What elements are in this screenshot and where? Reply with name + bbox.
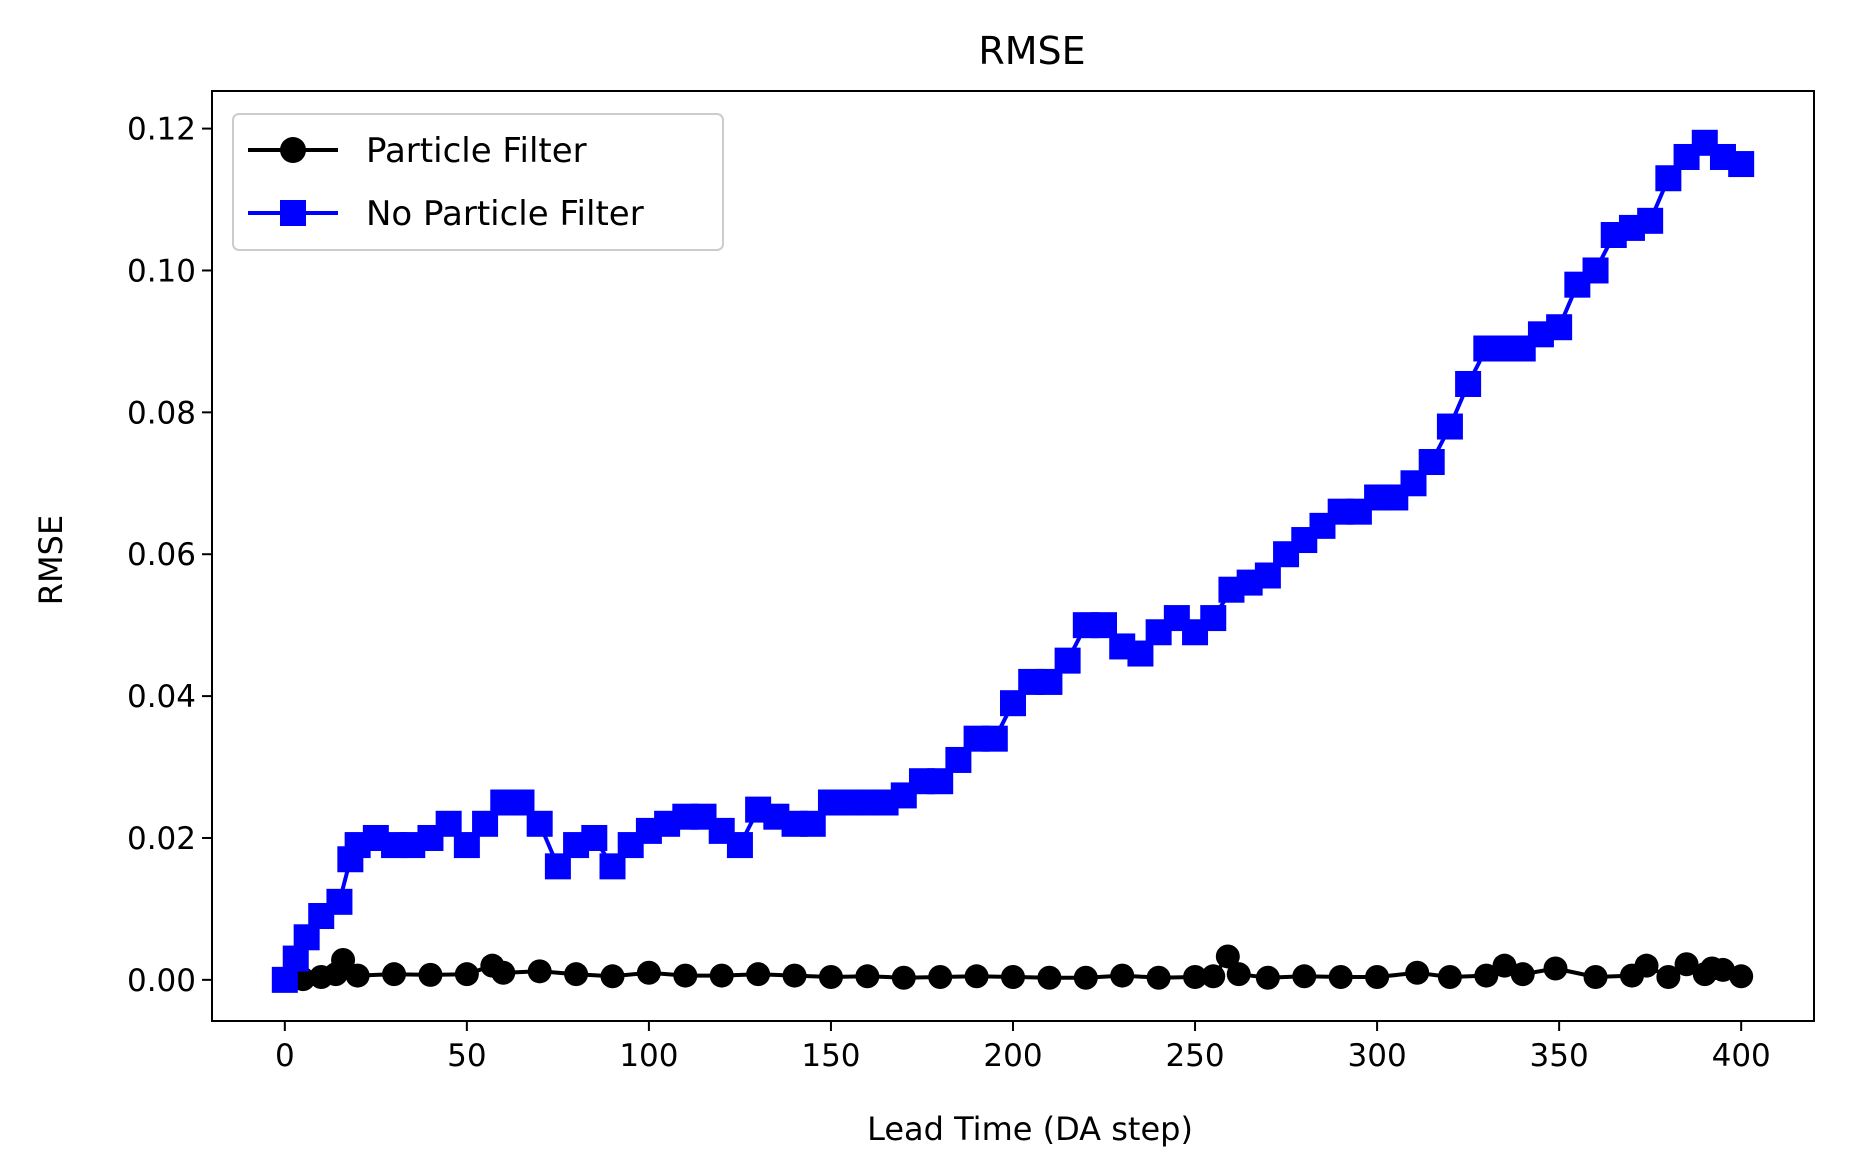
x-axis-ticks: 0 50 100 150 200 250 300 350 400: [275, 1021, 1771, 1074]
legend-marker-no-particle-filter: [280, 200, 306, 226]
data-point: [1474, 963, 1499, 988]
y-tick-label: 0.12: [127, 112, 196, 148]
data-point: [1255, 965, 1280, 990]
data-point: [636, 960, 661, 985]
data-point: [1328, 965, 1353, 990]
data-point: [782, 963, 807, 988]
data-point: [1510, 962, 1535, 987]
data-point: [491, 960, 516, 985]
data-point: [1146, 965, 1171, 990]
y-tick-label: 0.00: [127, 963, 196, 999]
data-point: [1365, 965, 1390, 990]
y-tick-label: 0.02: [127, 821, 196, 857]
data-point: [1546, 314, 1573, 341]
x-tick-label: 200: [983, 1038, 1042, 1074]
data-point: [1292, 964, 1317, 989]
data-point: [1001, 965, 1025, 990]
data-point: [1226, 962, 1251, 987]
x-axis-label: Lead Time (DA step): [867, 1110, 1193, 1148]
data-point: [418, 962, 443, 987]
y-tick-label: 0.10: [127, 253, 196, 289]
x-tick-label: 300: [1348, 1038, 1407, 1074]
data-point: [1437, 965, 1462, 990]
data-point: [818, 965, 843, 990]
legend-entry-no-particle-filter: No Particle Filter: [248, 194, 644, 234]
legend-label-particle-filter: Particle Filter: [366, 131, 587, 171]
x-tick-label: 150: [801, 1038, 860, 1074]
data-point: [527, 959, 552, 984]
legend: Particle Filter No Particle Filter: [232, 113, 724, 251]
data-point: [1637, 207, 1664, 234]
data-point: [564, 962, 589, 987]
y-tick-label: 0.04: [127, 679, 196, 715]
y-axis-ticks: 0.00 0.02 0.04 0.06 0.08 0.10 0.12: [127, 112, 212, 999]
y-tick-label: 0.08: [127, 395, 196, 431]
data-point: [981, 725, 1008, 752]
data-point: [1583, 965, 1608, 990]
legend-label-no-particle-filter: No Particle Filter: [366, 194, 644, 234]
series-no-particle-filter: [271, 129, 1755, 993]
series-line-particle-filter: [284, 954, 1742, 982]
data-point: [1492, 953, 1517, 978]
data-point: [1455, 370, 1482, 397]
data-point: [1729, 964, 1754, 989]
data-point: [928, 965, 953, 990]
x-tick-label: 0: [275, 1038, 295, 1074]
x-tick-label: 50: [447, 1038, 486, 1074]
data-point: [331, 947, 356, 972]
data-point: [1405, 960, 1430, 985]
data-point: [1543, 956, 1568, 981]
x-tick-label: 250: [1165, 1038, 1224, 1074]
data-point: [1037, 965, 1062, 990]
data-point: [526, 810, 553, 837]
data-point: [1110, 963, 1135, 988]
y-axis-label: RMSE: [32, 515, 70, 605]
legend-marker-particle-filter: [280, 137, 306, 163]
data-point: [1215, 944, 1240, 969]
data-point: [746, 962, 771, 987]
y-tick-label: 0.06: [127, 537, 196, 573]
data-point: [1201, 964, 1226, 989]
data-point: [1200, 605, 1227, 632]
x-tick-label: 100: [619, 1038, 678, 1074]
data-point: [1436, 413, 1463, 440]
data-point: [1656, 965, 1681, 990]
data-point: [600, 964, 625, 989]
data-point: [454, 962, 479, 987]
data-point: [1582, 257, 1609, 284]
data-point: [1710, 957, 1735, 982]
data-point: [1634, 953, 1659, 978]
data-point: [345, 963, 370, 988]
data-point: [709, 963, 734, 988]
data-point: [726, 832, 753, 859]
data-point: [326, 888, 353, 915]
data-point: [581, 824, 608, 851]
data-point: [673, 963, 698, 988]
data-point: [1674, 952, 1699, 977]
data-point: [382, 962, 407, 987]
data-point: [1418, 449, 1445, 476]
legend-box: [232, 113, 724, 251]
data-point: [891, 965, 916, 990]
chart-title: RMSE: [978, 29, 1085, 73]
data-point: [855, 964, 880, 989]
data-point: [1728, 151, 1755, 178]
x-tick-label: 400: [1712, 1038, 1771, 1074]
data-point: [1073, 965, 1098, 990]
data-point: [964, 964, 989, 989]
x-tick-label: 350: [1530, 1038, 1589, 1074]
data-point: [1183, 965, 1208, 990]
series-layer: [271, 129, 1755, 993]
legend-entry-particle-filter: Particle Filter: [248, 131, 587, 171]
data-point: [1054, 647, 1081, 674]
